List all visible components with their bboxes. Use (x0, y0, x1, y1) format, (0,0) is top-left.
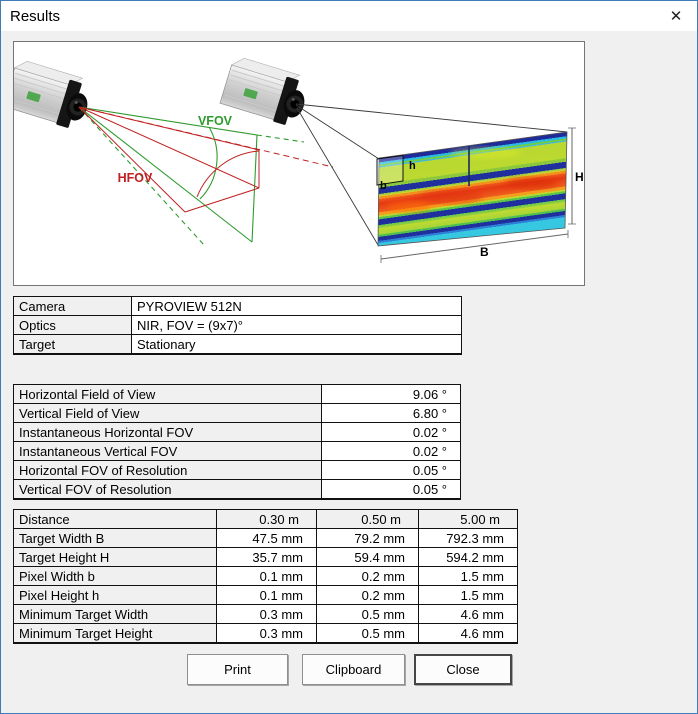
hfov-lines (78, 106, 334, 213)
fov-label: Horizontal FOV of Resolution (13, 460, 322, 480)
dist-label: Minimum Target Width (13, 604, 217, 624)
fov-label: Vertical Field of View (13, 403, 322, 423)
dist-label: Target Width B (13, 528, 217, 548)
camera-info-table: Camera PYROVIEW 512N Optics NIR, FOV = (… (13, 296, 462, 355)
fov-value: 9.06 ° (321, 384, 461, 404)
distance-column: 0.50 m (316, 509, 419, 529)
dist-value: 0.3 mm (216, 623, 317, 644)
left-camera (2, 60, 88, 128)
fov-label: Instantaneous Vertical FOV (13, 441, 322, 461)
fov-results-table: Horizontal Field of View 9.06 ° Vertical… (13, 384, 461, 500)
dist-value: 0.1 mm (216, 566, 317, 586)
dist-value: 0.2 mm (316, 585, 419, 605)
dist-label: Target Height H (13, 547, 217, 567)
info-label: Optics (13, 315, 132, 335)
dist-label: Minimum Target Height (13, 623, 217, 644)
fov-illustration: VFOV HFOV (2, 57, 584, 263)
fov-label: Vertical FOV of Resolution (13, 479, 322, 500)
target-width-label: B (480, 245, 489, 259)
dist-value: 0.5 mm (316, 623, 419, 644)
dist-value: 0.1 mm (216, 585, 317, 605)
table-row: Minimum Target Width 0.3 mm 0.5 mm 4.6 m… (13, 604, 518, 624)
table-row: Pixel Height h 0.1 mm 0.2 mm 1.5 mm (13, 585, 518, 605)
pixel-height-label: h (409, 160, 416, 172)
distance-column: 5.00 m (418, 509, 518, 529)
fov-illustration-panel: VFOV HFOV (2, 41, 585, 286)
close-dialog-button[interactable]: Close (414, 654, 512, 685)
dist-value: 4.6 mm (418, 604, 518, 624)
info-value: PYROVIEW 512N (131, 296, 462, 316)
fov-value: 0.05 ° (321, 479, 461, 500)
thermal-image (377, 131, 568, 247)
table-row: Target Stationary (13, 334, 462, 355)
table-row: Vertical Field of View 6.80 ° (13, 403, 461, 423)
table-row: Instantaneous Horizontal FOV 0.02 ° (13, 422, 461, 442)
dist-value: 59.4 mm (316, 547, 419, 567)
info-value: NIR, FOV = (9x7)° (131, 315, 462, 335)
dist-value: 1.5 mm (418, 566, 518, 586)
fov-value: 0.05 ° (321, 460, 461, 480)
fov-value: 0.02 ° (321, 441, 461, 461)
dist-value: 594.2 mm (418, 547, 518, 567)
target-height-label: H (575, 170, 584, 184)
table-row: Horizontal FOV of Resolution 0.05 ° (13, 460, 461, 480)
info-label: Camera (13, 296, 132, 316)
projection-lines (295, 103, 568, 246)
fov-label: Instantaneous Horizontal FOV (13, 422, 322, 442)
dist-value: 0.2 mm (316, 566, 419, 586)
dist-label: Pixel Width b (13, 566, 217, 586)
pixel-box (376, 154, 404, 186)
distance-results-table: Distance 0.30 m 0.50 m 5.00 m Target Wid… (13, 509, 518, 644)
dist-value: 79.2 mm (316, 528, 419, 548)
distance-header: Distance (13, 509, 217, 529)
info-label: Target (13, 334, 132, 355)
vfov-lines (78, 106, 305, 246)
right-camera (219, 57, 305, 125)
dist-label: Pixel Height h (13, 585, 217, 605)
camera-logo (26, 91, 41, 103)
clipboard-button[interactable]: Clipboard (302, 654, 405, 685)
table-row: Vertical FOV of Resolution 0.05 ° (13, 479, 461, 500)
dist-value: 35.7 mm (216, 547, 317, 567)
dist-value: 792.3 mm (418, 528, 518, 548)
vfov-label: VFOV (198, 114, 233, 128)
dist-value: 1.5 mm (418, 585, 518, 605)
distance-column: 0.30 m (216, 509, 317, 529)
pixel-width-label: b (380, 180, 387, 192)
dist-value: 4.6 mm (418, 623, 518, 644)
dist-value: 0.5 mm (316, 604, 419, 624)
table-row: Target Height H 35.7 mm 59.4 mm 594.2 mm (13, 547, 518, 567)
close-icon: ✕ (669, 7, 683, 25)
window-title: Results (10, 8, 61, 25)
table-row: Optics NIR, FOV = (9x7)° (13, 315, 462, 335)
table-row: Minimum Target Height 0.3 mm 0.5 mm 4.6 … (13, 623, 518, 644)
table-row: Horizontal Field of View 9.06 ° (13, 384, 461, 404)
table-header-row: Distance 0.30 m 0.50 m 5.00 m (13, 509, 518, 529)
height-dimension (568, 127, 576, 225)
fov-label: Horizontal Field of View (13, 384, 322, 404)
info-value: Stationary (131, 334, 462, 355)
fov-value: 0.02 ° (321, 422, 461, 442)
width-dimension (380, 230, 569, 263)
table-row: Instantaneous Vertical FOV 0.02 ° (13, 441, 461, 461)
title-bar: Results ✕ (1, 1, 697, 31)
print-button[interactable]: Print (187, 654, 288, 685)
dist-value: 0.3 mm (216, 604, 317, 624)
dist-value: 47.5 mm (216, 528, 317, 548)
fov-value: 6.80 ° (321, 403, 461, 423)
table-row: Camera PYROVIEW 512N (13, 296, 462, 316)
hfov-label: HFOV (118, 171, 153, 185)
close-button[interactable]: ✕ (655, 1, 697, 31)
table-row: Pixel Width b 0.1 mm 0.2 mm 1.5 mm (13, 566, 518, 586)
table-row: Target Width B 47.5 mm 79.2 mm 792.3 mm (13, 528, 518, 548)
camera-logo (243, 88, 258, 100)
